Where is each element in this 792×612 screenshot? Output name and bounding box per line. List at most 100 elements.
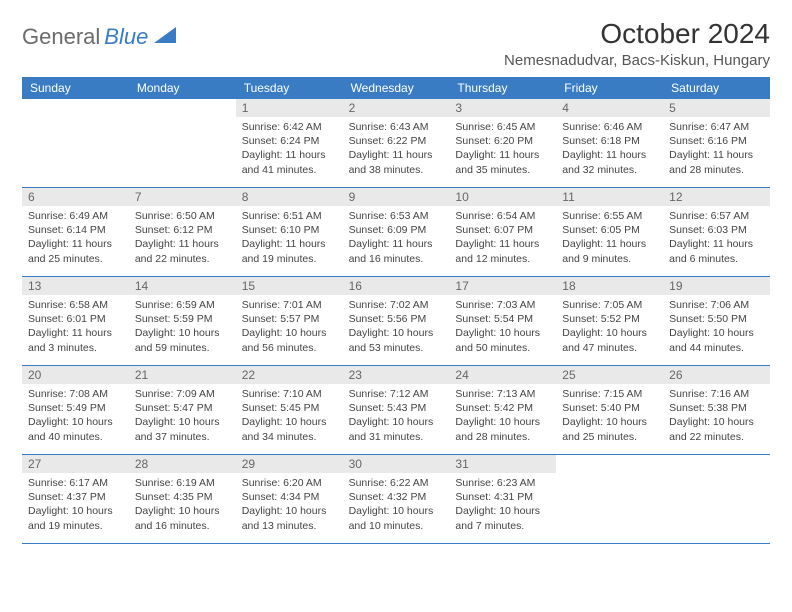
empty-cell	[556, 455, 663, 543]
day-cell: 3Sunrise: 6:45 AMSunset: 6:20 PMDaylight…	[449, 99, 556, 187]
day-header: Thursday	[449, 77, 556, 99]
day-details: Sunrise: 6:53 AMSunset: 6:09 PMDaylight:…	[343, 206, 450, 272]
day-details: Sunrise: 7:12 AMSunset: 5:43 PMDaylight:…	[343, 384, 450, 450]
day-cell: 2Sunrise: 6:43 AMSunset: 6:22 PMDaylight…	[343, 99, 450, 187]
day-header: Tuesday	[236, 77, 343, 99]
day-details: Sunrise: 7:03 AMSunset: 5:54 PMDaylight:…	[449, 295, 556, 361]
day-number: 28	[129, 455, 236, 473]
day-cell: 5Sunrise: 6:47 AMSunset: 6:16 PMDaylight…	[663, 99, 770, 187]
day-details: Sunrise: 7:08 AMSunset: 5:49 PMDaylight:…	[22, 384, 129, 450]
day-cell: 20Sunrise: 7:08 AMSunset: 5:49 PMDayligh…	[22, 366, 129, 454]
day-details: Sunrise: 6:47 AMSunset: 6:16 PMDaylight:…	[663, 117, 770, 183]
day-header: Wednesday	[343, 77, 450, 99]
day-number: 15	[236, 277, 343, 295]
day-cell: 31Sunrise: 6:23 AMSunset: 4:31 PMDayligh…	[449, 455, 556, 543]
day-cell: 27Sunrise: 6:17 AMSunset: 4:37 PMDayligh…	[22, 455, 129, 543]
day-details: Sunrise: 6:45 AMSunset: 6:20 PMDaylight:…	[449, 117, 556, 183]
empty-cell	[129, 99, 236, 187]
day-cell: 23Sunrise: 7:12 AMSunset: 5:43 PMDayligh…	[343, 366, 450, 454]
day-number: 31	[449, 455, 556, 473]
day-number: 19	[663, 277, 770, 295]
day-details: Sunrise: 7:09 AMSunset: 5:47 PMDaylight:…	[129, 384, 236, 450]
day-details: Sunrise: 6:17 AMSunset: 4:37 PMDaylight:…	[22, 473, 129, 539]
day-number: 1	[236, 99, 343, 117]
day-details: Sunrise: 6:51 AMSunset: 6:10 PMDaylight:…	[236, 206, 343, 272]
day-cell: 15Sunrise: 7:01 AMSunset: 5:57 PMDayligh…	[236, 277, 343, 365]
day-number: 17	[449, 277, 556, 295]
empty-cell	[663, 455, 770, 543]
week-row: 6Sunrise: 6:49 AMSunset: 6:14 PMDaylight…	[22, 188, 770, 277]
day-number: 21	[129, 366, 236, 384]
day-details: Sunrise: 6:54 AMSunset: 6:07 PMDaylight:…	[449, 206, 556, 272]
day-number: 2	[343, 99, 450, 117]
day-details: Sunrise: 6:49 AMSunset: 6:14 PMDaylight:…	[22, 206, 129, 272]
day-details: Sunrise: 7:13 AMSunset: 5:42 PMDaylight:…	[449, 384, 556, 450]
day-number: 16	[343, 277, 450, 295]
day-cell: 4Sunrise: 6:46 AMSunset: 6:18 PMDaylight…	[556, 99, 663, 187]
day-cell: 17Sunrise: 7:03 AMSunset: 5:54 PMDayligh…	[449, 277, 556, 365]
day-cell: 16Sunrise: 7:02 AMSunset: 5:56 PMDayligh…	[343, 277, 450, 365]
logo-text-gray: General	[22, 24, 100, 50]
day-details: Sunrise: 6:22 AMSunset: 4:32 PMDaylight:…	[343, 473, 450, 539]
day-number: 30	[343, 455, 450, 473]
day-cell: 8Sunrise: 6:51 AMSunset: 6:10 PMDaylight…	[236, 188, 343, 276]
day-details: Sunrise: 7:02 AMSunset: 5:56 PMDaylight:…	[343, 295, 450, 361]
day-details: Sunrise: 6:57 AMSunset: 6:03 PMDaylight:…	[663, 206, 770, 272]
week-row: 27Sunrise: 6:17 AMSunset: 4:37 PMDayligh…	[22, 455, 770, 544]
day-details: Sunrise: 6:19 AMSunset: 4:35 PMDaylight:…	[129, 473, 236, 539]
day-number: 20	[22, 366, 129, 384]
calendar: SundayMondayTuesdayWednesdayThursdayFrid…	[22, 77, 770, 544]
day-cell: 7Sunrise: 6:50 AMSunset: 6:12 PMDaylight…	[129, 188, 236, 276]
logo-text-blue: Blue	[104, 24, 148, 50]
day-cell: 6Sunrise: 6:49 AMSunset: 6:14 PMDaylight…	[22, 188, 129, 276]
day-details: Sunrise: 7:06 AMSunset: 5:50 PMDaylight:…	[663, 295, 770, 361]
day-number: 9	[343, 188, 450, 206]
day-details: Sunrise: 6:20 AMSunset: 4:34 PMDaylight:…	[236, 473, 343, 539]
day-cell: 1Sunrise: 6:42 AMSunset: 6:24 PMDaylight…	[236, 99, 343, 187]
day-cell: 26Sunrise: 7:16 AMSunset: 5:38 PMDayligh…	[663, 366, 770, 454]
day-header: Sunday	[22, 77, 129, 99]
day-number: 10	[449, 188, 556, 206]
week-row: 1Sunrise: 6:42 AMSunset: 6:24 PMDaylight…	[22, 99, 770, 188]
month-title: October 2024	[504, 18, 770, 50]
week-row: 20Sunrise: 7:08 AMSunset: 5:49 PMDayligh…	[22, 366, 770, 455]
day-details: Sunrise: 6:59 AMSunset: 5:59 PMDaylight:…	[129, 295, 236, 361]
day-number: 12	[663, 188, 770, 206]
day-cell: 19Sunrise: 7:06 AMSunset: 5:50 PMDayligh…	[663, 277, 770, 365]
day-number: 13	[22, 277, 129, 295]
empty-cell	[22, 99, 129, 187]
day-cell: 10Sunrise: 6:54 AMSunset: 6:07 PMDayligh…	[449, 188, 556, 276]
day-number: 24	[449, 366, 556, 384]
day-number: 23	[343, 366, 450, 384]
day-cell: 21Sunrise: 7:09 AMSunset: 5:47 PMDayligh…	[129, 366, 236, 454]
day-number: 22	[236, 366, 343, 384]
day-details: Sunrise: 6:55 AMSunset: 6:05 PMDaylight:…	[556, 206, 663, 272]
day-cell: 22Sunrise: 7:10 AMSunset: 5:45 PMDayligh…	[236, 366, 343, 454]
day-header: Friday	[556, 77, 663, 99]
day-details: Sunrise: 7:01 AMSunset: 5:57 PMDaylight:…	[236, 295, 343, 361]
day-header: Saturday	[663, 77, 770, 99]
day-cell: 11Sunrise: 6:55 AMSunset: 6:05 PMDayligh…	[556, 188, 663, 276]
day-cell: 24Sunrise: 7:13 AMSunset: 5:42 PMDayligh…	[449, 366, 556, 454]
day-details: Sunrise: 6:42 AMSunset: 6:24 PMDaylight:…	[236, 117, 343, 183]
day-details: Sunrise: 6:43 AMSunset: 6:22 PMDaylight:…	[343, 117, 450, 183]
day-number: 4	[556, 99, 663, 117]
day-number: 14	[129, 277, 236, 295]
logo: GeneralBlue	[22, 24, 176, 50]
day-headers-row: SundayMondayTuesdayWednesdayThursdayFrid…	[22, 77, 770, 99]
day-number: 3	[449, 99, 556, 117]
day-number: 26	[663, 366, 770, 384]
weeks-container: 1Sunrise: 6:42 AMSunset: 6:24 PMDaylight…	[22, 99, 770, 544]
day-number: 25	[556, 366, 663, 384]
day-number: 5	[663, 99, 770, 117]
day-details: Sunrise: 7:10 AMSunset: 5:45 PMDaylight:…	[236, 384, 343, 450]
day-number: 7	[129, 188, 236, 206]
day-number: 8	[236, 188, 343, 206]
day-number: 27	[22, 455, 129, 473]
day-details: Sunrise: 7:05 AMSunset: 5:52 PMDaylight:…	[556, 295, 663, 361]
day-details: Sunrise: 6:58 AMSunset: 6:01 PMDaylight:…	[22, 295, 129, 361]
day-details: Sunrise: 6:23 AMSunset: 4:31 PMDaylight:…	[449, 473, 556, 539]
day-details: Sunrise: 6:50 AMSunset: 6:12 PMDaylight:…	[129, 206, 236, 272]
day-cell: 29Sunrise: 6:20 AMSunset: 4:34 PMDayligh…	[236, 455, 343, 543]
day-cell: 18Sunrise: 7:05 AMSunset: 5:52 PMDayligh…	[556, 277, 663, 365]
